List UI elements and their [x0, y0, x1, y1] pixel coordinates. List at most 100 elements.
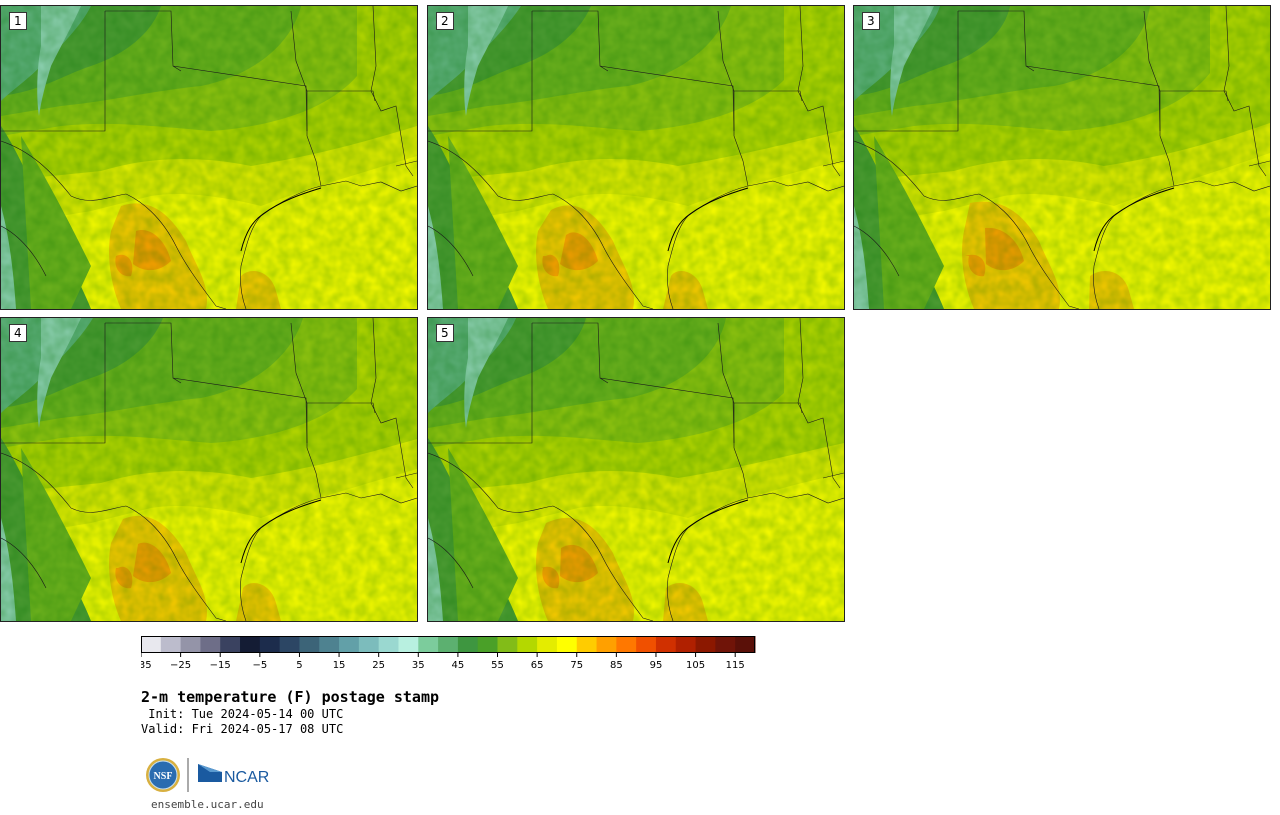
border-line: [240, 497, 322, 621]
border-line: [1223, 6, 1267, 177]
nsf-logo-icon: NSF: [146, 758, 180, 792]
border-line: [1, 323, 106, 444]
temperature-map: [428, 6, 844, 309]
panel-number: 1: [9, 12, 27, 30]
colorbar-tick-label: 65: [531, 660, 544, 671]
nsf-logo-text: NSF: [154, 771, 173, 782]
map-panel-4: 4: [0, 317, 418, 622]
border-line: [306, 91, 322, 187]
border-line: [1, 11, 106, 132]
map-panel-3: 3: [853, 5, 1271, 310]
colorbar-tick-label: 55: [491, 660, 504, 671]
colorbar-bin: [200, 636, 221, 653]
coastline: [667, 499, 749, 564]
colorbar-tick-label: 95: [650, 660, 663, 671]
colorbar-tick-label: −15: [210, 660, 231, 671]
border-line: [854, 225, 900, 277]
colorbar-bin: [319, 636, 340, 653]
temperature-map: [1, 6, 417, 309]
border-line: [320, 180, 417, 192]
colorbar-bin: [517, 636, 538, 653]
border-line: [797, 318, 841, 489]
colorbar-tick-label: 85: [610, 660, 623, 671]
colorbar-bin: [715, 636, 736, 653]
map-panel-2: 2: [427, 5, 845, 310]
colorbar-bin: [457, 636, 479, 653]
colorbar-bin: [438, 636, 459, 653]
colorbar-bin: [378, 636, 399, 653]
border-line: [240, 185, 322, 309]
colorbar-tick-label: 15: [333, 660, 346, 671]
colorbar-bin: [418, 636, 439, 653]
colorbar-tick-label: 5: [296, 660, 302, 671]
border-line: [1093, 185, 1175, 309]
border-line: [747, 180, 844, 192]
border-line: [428, 140, 654, 309]
colorbar-tick-label: −35: [141, 660, 152, 671]
border-line: [172, 377, 182, 384]
terrain-texture: [428, 6, 844, 309]
logos: NSF NCAR: [146, 758, 269, 792]
panel-number: 5: [436, 324, 454, 342]
border-line: [395, 472, 417, 479]
ncar-logo-text: NCAR: [224, 769, 269, 786]
colorbar-bin: [695, 636, 716, 653]
border-line: [370, 6, 414, 177]
colorbar-bin: [240, 636, 261, 653]
border-line: [428, 452, 654, 621]
border-line: [320, 492, 417, 504]
border-line: [822, 160, 844, 167]
border-line: [797, 6, 841, 177]
colorbar-tick-label: 25: [372, 660, 385, 671]
map-panel-1: 1: [0, 5, 418, 310]
colorbar-bin: [477, 636, 499, 653]
border-line: [1173, 180, 1270, 192]
border-line: [1, 225, 47, 277]
terrain-texture: [1, 6, 417, 309]
border-line: [370, 318, 414, 489]
terrain-texture: [854, 6, 1270, 309]
coastline: [240, 499, 322, 564]
colorbar-bin: [636, 636, 657, 653]
colorbar-tick-label: −5: [252, 660, 267, 671]
temperature-map: [854, 6, 1270, 309]
colorbar-bin: [339, 636, 360, 653]
border-line: [1248, 160, 1270, 167]
valid-time: Valid: Fri 2024-05-17 08 UTC: [141, 722, 344, 736]
init-time: Init: Tue 2024-05-14 00 UTC: [141, 707, 344, 721]
coastline: [667, 187, 749, 252]
border-line: [395, 160, 417, 167]
colorbar-bin: [537, 636, 558, 653]
terrain-texture: [428, 318, 844, 621]
colorbar-bin: [220, 636, 241, 653]
colorbar-bin: [358, 636, 380, 653]
border-line: [428, 11, 533, 132]
border-line: [747, 492, 844, 504]
colorbar-bin: [735, 636, 756, 653]
panel-number: 4: [9, 324, 27, 342]
figure-title: 2-m temperature (F) postage stamp: [141, 688, 440, 706]
coastline: [240, 187, 322, 252]
border-line: [428, 537, 474, 589]
colorbar-bin: [556, 636, 578, 653]
border-line: [667, 497, 749, 621]
border-line: [1025, 65, 1035, 72]
colorbar-bin: [398, 636, 419, 653]
border-line: [599, 65, 609, 72]
colorbar-tick-label: 115: [726, 660, 745, 671]
border-line: [428, 225, 474, 277]
border-line: [1159, 91, 1175, 187]
border-line: [667, 185, 749, 309]
border-line: [733, 91, 749, 187]
panel-number: 2: [436, 12, 454, 30]
colorbar-bin: [497, 636, 518, 653]
temperature-map: [1, 318, 417, 621]
colorbar-bin: [675, 636, 697, 653]
map-panel-5: 5: [427, 317, 845, 622]
coastline: [1093, 187, 1175, 252]
colorbar-tick-label: 75: [570, 660, 583, 671]
border-line: [428, 323, 533, 444]
colorbar-bin: [596, 636, 617, 653]
border-line: [306, 403, 322, 499]
colorbar-bin: [279, 636, 300, 653]
